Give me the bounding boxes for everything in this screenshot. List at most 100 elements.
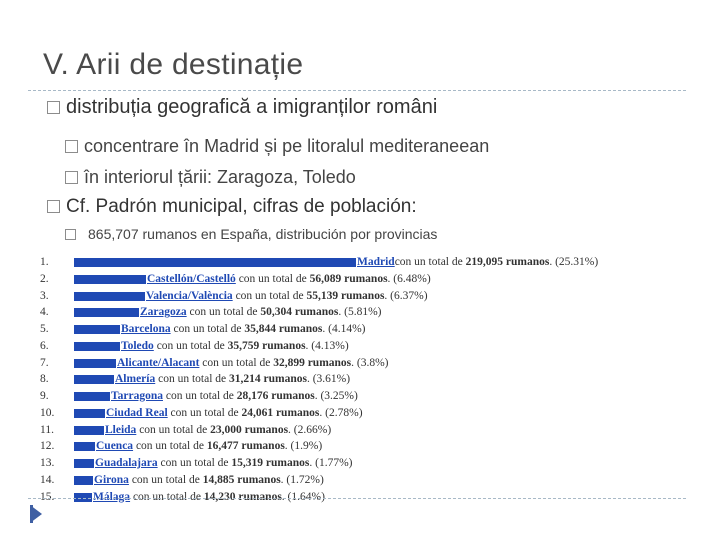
row-number: 8.: [40, 373, 49, 386]
label-percent: . (1.77%): [309, 457, 353, 469]
label-percent: . (4.14%): [322, 323, 366, 335]
title-divider: [28, 90, 686, 91]
label-value: 35,844 rumanos: [244, 323, 323, 335]
province-link[interactable]: Guadalajara: [95, 457, 158, 469]
row-number: 3.: [40, 289, 49, 302]
province-link[interactable]: Madrid: [357, 256, 395, 268]
province-link[interactable]: Tarragona: [111, 390, 163, 402]
province-row: 10. Ciudad Real con un total de 24,061 ru…: [40, 406, 680, 423]
province-link[interactable]: Zaragoza: [140, 306, 187, 319]
province-link[interactable]: Almería: [115, 373, 156, 386]
bar: [74, 358, 116, 368]
province-row: 12. Cuenca con un total de 16,477 rumanos…: [40, 439, 680, 456]
row-number: 12.: [40, 440, 55, 453]
province-row: 3. Valencia/València con un total de 55,1…: [40, 289, 680, 306]
label-text: con un total de: [128, 473, 203, 486]
province-link[interactable]: Lleida: [105, 423, 137, 436]
province-row: 13. Guadalajara con un total de 15,319 ru…: [40, 456, 680, 473]
bar-label: Zaragoza con un total de 50,304 rumanos.…: [140, 306, 382, 318]
bar: [74, 408, 105, 418]
bar-label: Tarragona con un total de 28,176 rumanos…: [111, 390, 358, 402]
bar: [74, 475, 93, 485]
bar: [74, 341, 120, 351]
label-percent: . (6.48%): [387, 272, 431, 285]
label-percent: . (1.64%): [281, 490, 325, 503]
bullet-distribution: distribuția geografică a imigranților ro…: [47, 96, 437, 119]
province-link[interactable]: Ciudad Real: [106, 406, 168, 419]
row-number: 1.: [40, 256, 49, 268]
label-value: 24,061 rumanos: [241, 406, 320, 419]
bar-label: Valencia/València con un total de 55,139…: [146, 290, 428, 302]
label-percent: . (25.31%): [549, 256, 599, 268]
bullet-box-icon: [65, 229, 76, 240]
bar-label: Toledo con un total de 35,759 rumanos. (…: [121, 340, 349, 352]
province-row: 6. Toledo con un total de 35,759 rumanos.…: [40, 339, 680, 356]
province-bar-list: 1. Madridcon un total de 219,095 rumanos.…: [40, 255, 680, 506]
label-percent: . (3.25%): [314, 390, 358, 402]
label-percent: . (3.61%): [306, 373, 351, 386]
province-row: 11. Lleida con un total de 23,000 rumanos…: [40, 423, 680, 440]
subbullet-text: în interiorul țării: Zaragoza, Toledo: [84, 167, 356, 187]
row-number: 4.: [40, 306, 49, 319]
row-number: 6.: [40, 339, 49, 352]
bar: [74, 375, 114, 385]
province-link[interactable]: Cuenca: [96, 440, 134, 453]
label-percent: . (5.81%): [338, 306, 382, 319]
bullet-text: Cf. Padrón municipal, cifras de població…: [66, 196, 417, 217]
bullet-box-icon: [65, 140, 78, 153]
bar-label: Castellón/Castelló con un total de 56,08…: [147, 273, 431, 285]
province-link[interactable]: Toledo: [121, 339, 154, 352]
bar-label: Barcelona con un total de 35,844 rumanos…: [121, 323, 365, 335]
label-percent: . (1.72%): [280, 473, 324, 486]
bar-label: Lleida con un total de 23,000 rumanos. (…: [105, 424, 331, 436]
bar-label: Madridcon un total de 219,095 rumanos. (…: [357, 256, 598, 268]
bullet-box-icon: [47, 200, 60, 213]
label-text: con un total de: [186, 306, 261, 319]
bar: [74, 274, 146, 284]
bar: [74, 442, 95, 452]
province-link[interactable]: Girona: [94, 473, 129, 486]
label-value: 14,230 rumanos: [203, 490, 282, 503]
label-percent: . (3.8%): [351, 356, 389, 369]
row-number: 15.: [40, 490, 55, 503]
label-percent: . (1.9%): [284, 440, 323, 453]
province-link[interactable]: Alicante/Alacant: [117, 356, 200, 369]
bar: [74, 425, 104, 435]
subbullet-text: 865,707 rumanos en España, distribución …: [88, 226, 438, 242]
label-text: con un total de: [133, 440, 207, 453]
label-value: 56,089 rumanos: [309, 272, 388, 285]
bar-label: Almería con un total de 31,214 rumanos. …: [115, 373, 350, 385]
province-link[interactable]: Valencia/València: [146, 289, 233, 302]
province-link[interactable]: Málaga: [93, 490, 131, 503]
label-value: 28,176 rumanos: [236, 390, 315, 402]
bottom-divider: [28, 498, 686, 499]
subbullet-madrid: concentrare în Madrid și pe litoralul me…: [65, 136, 489, 157]
province-row: 9. Tarragona con un total de 28,176 ruman…: [40, 389, 680, 406]
province-link[interactable]: Barcelona: [121, 323, 171, 335]
label-text: con un total de: [199, 356, 274, 369]
bar: [74, 325, 120, 334]
row-number: 11.: [40, 423, 54, 436]
row-number: 10.: [40, 406, 55, 419]
subbullet-text: concentrare în Madrid și pe litoralul me…: [84, 136, 490, 156]
nav-arrow-icon[interactable]: [30, 505, 42, 523]
province-link[interactable]: Castellón/Castelló: [147, 272, 236, 285]
label-text: con un total de: [155, 373, 230, 386]
slide-title: V. Arii de destinație: [43, 48, 304, 81]
label-value: 14,885 rumanos: [202, 473, 281, 486]
row-number: 14.: [40, 473, 55, 486]
subbullet-total: 865,707 rumanos en España, distribución …: [65, 226, 437, 242]
label-text: con un total de: [130, 490, 204, 503]
bar: [74, 308, 139, 318]
label-value: 55,139 rumanos: [306, 289, 385, 302]
label-percent: . (4.13%): [305, 339, 349, 352]
bar-label: Guadalajara con un total de 15,319 ruman…: [95, 457, 352, 469]
label-value: 23,000 rumanos: [210, 423, 289, 436]
province-row: 4. Zaragoza con un total de 50,304 rumano…: [40, 305, 680, 322]
label-text: con un total de: [153, 339, 228, 352]
row-number: 13.: [40, 457, 55, 469]
row-number: 5.: [40, 323, 49, 335]
label-text: con un total de: [170, 323, 245, 335]
bullet-text: distribuția geografică a imigranților ro…: [66, 96, 438, 118]
label-percent: . (6.37%): [384, 289, 428, 302]
